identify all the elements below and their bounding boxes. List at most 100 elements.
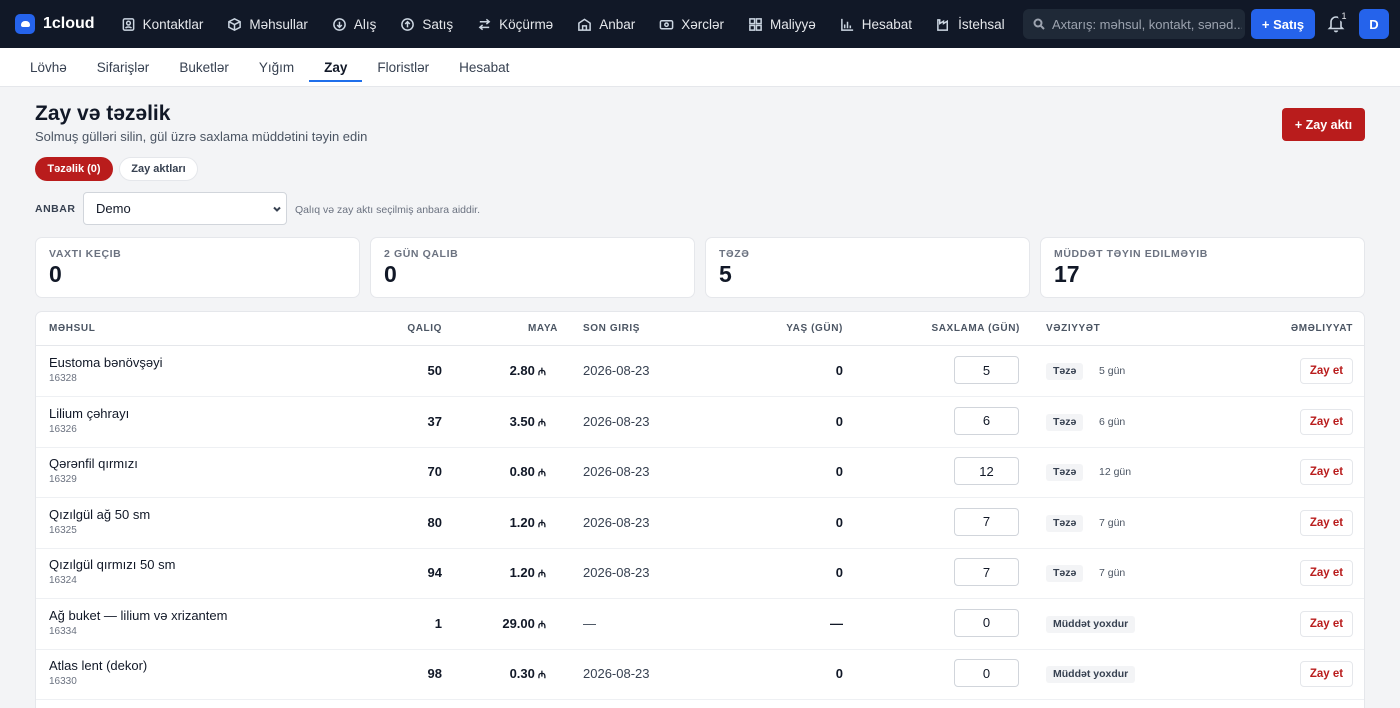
age-days: 0 xyxy=(835,514,843,530)
nav-item-sales[interactable]: Satış xyxy=(388,0,465,48)
cost-amount: 1.20 xyxy=(509,514,535,530)
chevron-down-icon xyxy=(273,206,281,212)
tab-waste-acts[interactable]: Zay aktları xyxy=(119,157,198,181)
cost-value: 1.20 ₼ xyxy=(510,515,546,530)
cost-value: 3.50 ₼ xyxy=(510,414,546,429)
status-badge: Müddət yoxdur xyxy=(1046,666,1136,683)
mark-waste-button[interactable]: Zay et xyxy=(1300,560,1353,586)
stat-value: 0 xyxy=(384,261,397,287)
product-code: 16324 xyxy=(49,575,77,586)
box-icon xyxy=(228,17,242,31)
mark-waste-button[interactable]: Zay et xyxy=(1300,610,1353,637)
shelf-life-input[interactable] xyxy=(954,356,1019,384)
freshness-table: Məhsul Qalıq Maya Son giriş Yaş (gün) Sa… xyxy=(35,311,1365,708)
currency-symbol: ₼ xyxy=(537,468,546,479)
cost-amount: 1.20 xyxy=(509,565,535,580)
column-header-product: Məhsul xyxy=(49,323,96,334)
nav-item-label: Alış xyxy=(353,16,377,32)
notifications-button[interactable]: 1 xyxy=(1326,10,1350,35)
shelf-life-input[interactable] xyxy=(954,659,1019,687)
stock-qty: 94 xyxy=(427,565,442,580)
contacts-icon xyxy=(122,17,134,31)
nav-item-purchase[interactable]: Alış xyxy=(320,0,389,48)
nav-item-products[interactable]: Məhsullar xyxy=(215,0,320,48)
mark-waste-button[interactable]: Zay et xyxy=(1300,459,1353,485)
shelf-life-input[interactable] xyxy=(954,507,1019,536)
table-row: Lilium çəhrayı 16326 37 3.50₼ 2026-08-23 0 Təz… xyxy=(36,397,1364,448)
tab-freshness[interactable]: Təzəlik (0) xyxy=(35,157,113,181)
column-header-keep: Saxlama (gün) xyxy=(931,323,1020,334)
production-icon xyxy=(937,18,949,31)
mark-waste-button[interactable]: Zay et xyxy=(1300,408,1353,435)
new-sale-button[interactable]: + Satış xyxy=(1251,9,1315,39)
user-avatar[interactable]: D xyxy=(1359,9,1389,39)
cost-value: 2.80 ₼ xyxy=(510,363,546,378)
last-in-date: 2026-08-23 xyxy=(583,363,650,378)
subnav-item-assembly[interactable]: Yığım xyxy=(258,59,295,75)
shelf-life-input[interactable] xyxy=(954,406,1019,435)
age-days: 0 xyxy=(835,666,843,681)
nav-item-transfer[interactable]: Köçürmə xyxy=(465,0,565,48)
subnav-item-florists[interactable]: Floristlər xyxy=(377,59,430,75)
top-navbar: 1cloud Kontaktlar Məhsullar Alış Satış K… xyxy=(0,0,1400,48)
column-header-cost: Maya xyxy=(527,323,558,334)
nav-item-label: Satış xyxy=(422,16,454,32)
subnav-item-bouquets[interactable]: Buketlər xyxy=(179,59,229,75)
days-left: 7 gün xyxy=(1099,516,1126,529)
table-row: Qərənfil qırmızı 16329 70 0.80₼ 2026-08-23 0 T… xyxy=(36,447,1364,498)
column-header-status: Vəziyyət xyxy=(1046,323,1101,334)
shelf-life-input[interactable] xyxy=(954,558,1019,586)
nav-item-report[interactable]: Hesabat xyxy=(828,0,924,48)
purchase-icon xyxy=(333,17,346,31)
warehouse-select[interactable]: Demo xyxy=(83,192,287,225)
page-title: Zay və təzəlik xyxy=(35,102,171,125)
product-name: Qərənfil qırmızı xyxy=(49,456,138,471)
shelf-life-input[interactable] xyxy=(954,608,1019,637)
stock-qty: 70 xyxy=(427,464,442,479)
search-input[interactable] xyxy=(1052,16,1242,32)
shelf-life-input[interactable] xyxy=(954,457,1019,485)
table-header: Məhsul Qalıq Maya Son giriş Yaş (gün) Sa… xyxy=(36,312,1364,346)
nav-item-expenses[interactable]: Xərclər xyxy=(647,0,736,48)
mark-waste-button[interactable]: Zay et xyxy=(1300,509,1353,536)
subnav-item-orders[interactable]: Sifarişlər xyxy=(96,59,150,75)
stat-value: 17 xyxy=(1054,261,1080,287)
product-name: Atlas lent (dekor) xyxy=(49,658,148,673)
expenses-icon xyxy=(659,19,674,29)
table-row: Qızılgül qırmızı 50 sm 16324 94 1.20 ₼ 2026-0… xyxy=(36,548,1364,599)
table-row: Qızılgül ağ 50 sm 16325 80 1.20 ₼ 2026-08-23 0… xyxy=(36,498,1364,549)
cost-amount: 29.00 xyxy=(502,615,535,631)
nav-item-contacts[interactable]: Kontaktlar xyxy=(109,0,216,48)
mark-waste-button[interactable]: Zay et xyxy=(1300,661,1353,687)
product-code: 16328 xyxy=(49,373,77,384)
age-days: — xyxy=(830,615,843,631)
cost-value: 0.30 ₼ xyxy=(510,666,546,681)
last-in-date: 2026-08-23 xyxy=(583,514,650,530)
subnav-item-report[interactable]: Hesabat xyxy=(459,59,510,75)
stock-qty: 98 xyxy=(427,666,442,681)
new-waste-act-button[interactable]: + Zay aktı xyxy=(1282,108,1365,141)
stat-value: 5 xyxy=(719,261,732,287)
last-in-date: 2026-08-23 xyxy=(583,565,650,580)
stock-qty: 80 xyxy=(427,514,442,530)
product-name: Qızılgül ağ 50 sm xyxy=(49,506,151,522)
stat-label: 2 gün qalıb xyxy=(384,248,459,260)
days-left: 5 gün xyxy=(1099,365,1126,377)
age-days: 0 xyxy=(835,363,843,378)
cost-amount: 3.50 xyxy=(509,413,535,429)
mark-waste-button[interactable]: Zay et xyxy=(1300,358,1353,384)
cost-value: 0.80 ₼ xyxy=(510,464,546,479)
sub-navbar: Lövhə Sifarişlər Buketlər Yığım Zay Flor… xyxy=(0,48,1400,87)
status-badge: Müddət yoxdur xyxy=(1046,615,1136,633)
status-badge: Təzə xyxy=(1046,514,1084,532)
nav-item-warehouse[interactable]: Anbar xyxy=(565,0,647,48)
cost-value: 29.00 ₼ xyxy=(502,616,546,631)
global-search[interactable] xyxy=(1023,9,1245,39)
last-in-date: 2026-08-23 xyxy=(583,666,650,681)
notifications-badge: 1 xyxy=(1338,10,1350,22)
nav-item-finance[interactable]: Maliyyə xyxy=(736,0,828,48)
brand[interactable]: 1cloud xyxy=(15,14,95,34)
subnav-item-waste[interactable]: Zay xyxy=(309,48,363,86)
nav-item-production[interactable]: İstehsal xyxy=(924,0,1017,48)
subnav-item-dashboard[interactable]: Lövhə xyxy=(30,59,67,75)
